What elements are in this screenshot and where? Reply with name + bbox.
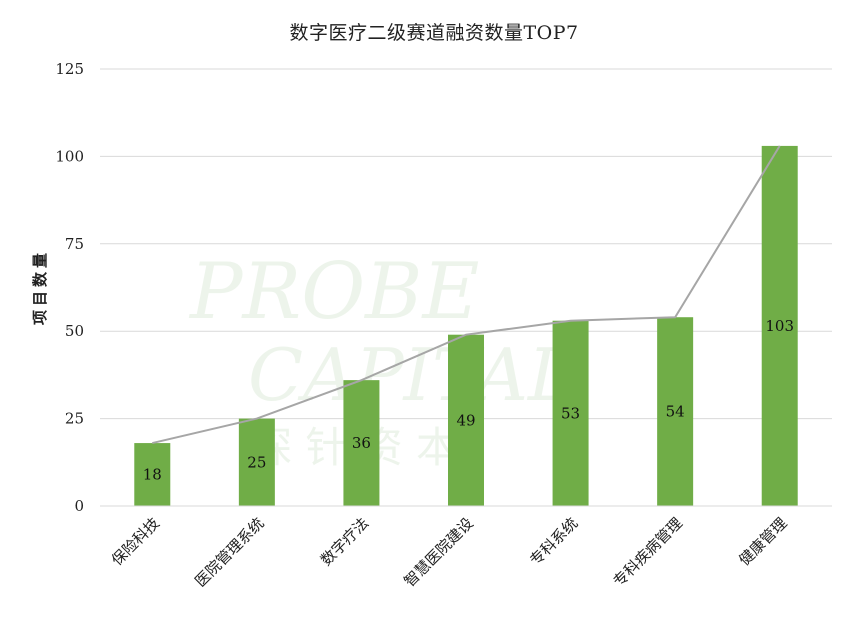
- x-category-label: 健康管理: [735, 514, 790, 569]
- bar: [448, 334, 484, 506]
- data-label: 49: [456, 411, 475, 429]
- data-label: 18: [143, 466, 162, 484]
- y-tick-label: 125: [55, 60, 84, 78]
- x-category-label: 医院管理系统: [191, 514, 267, 590]
- data-label: 103: [765, 317, 794, 335]
- trend-line: [152, 145, 781, 445]
- bar: [761, 145, 798, 507]
- y-tick-label: 50: [65, 322, 84, 340]
- bar: [134, 443, 171, 506]
- x-category-label: 专科系统: [526, 514, 581, 569]
- y-tick-label: 25: [65, 410, 84, 428]
- y-tick-label: 75: [65, 235, 84, 253]
- y-axis-label: 项目数量: [31, 249, 49, 325]
- data-label: 25: [247, 453, 266, 471]
- watermark-line2: CAPITAL: [248, 333, 576, 417]
- x-category-label: 保险科技: [108, 514, 163, 569]
- x-category-label: 专科疾病管理: [610, 514, 686, 590]
- x-category-label: 数字疗法: [317, 514, 372, 569]
- bar: [238, 418, 275, 506]
- x-category-label: 智慧医院建设: [400, 514, 476, 590]
- watermark-line1: PROBE: [188, 247, 479, 337]
- chart-title: 数字医疗二级赛道融资数量TOP7: [289, 22, 579, 44]
- bar: [552, 320, 589, 506]
- data-label: 36: [352, 434, 371, 452]
- bar: [343, 380, 380, 506]
- y-tick-label: 0: [74, 497, 84, 515]
- y-tick-label: 100: [55, 147, 84, 165]
- data-label: 54: [666, 403, 685, 421]
- data-label: 53: [561, 404, 580, 422]
- bar: [657, 317, 694, 506]
